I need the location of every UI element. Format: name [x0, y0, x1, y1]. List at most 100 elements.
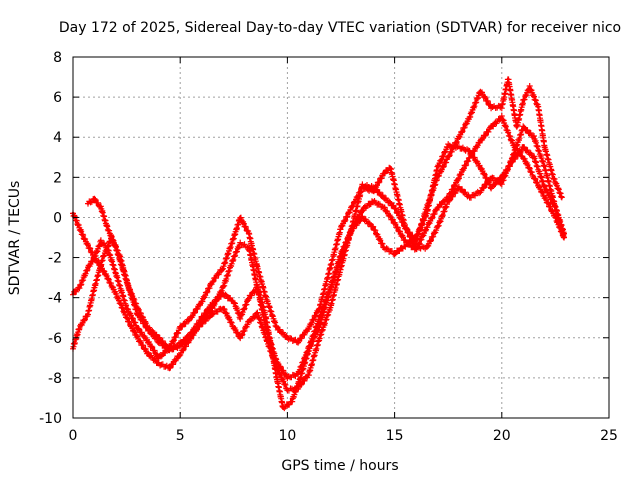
data-point — [318, 306, 322, 310]
data-point — [403, 226, 407, 229]
data-point — [157, 336, 161, 340]
data-point — [414, 246, 418, 249]
data-points — [70, 76, 567, 412]
data-point — [247, 232, 251, 235]
data-point — [350, 205, 354, 209]
data-point — [371, 226, 375, 229]
data-point — [382, 171, 386, 175]
data-point — [528, 85, 532, 89]
data-point — [457, 135, 461, 139]
data-point — [200, 322, 204, 326]
data-point — [178, 352, 182, 356]
data-point — [307, 372, 311, 376]
data-point — [521, 145, 525, 149]
data-point — [127, 286, 131, 290]
data-point — [264, 296, 268, 300]
data-point — [232, 326, 236, 330]
data-point — [178, 326, 182, 330]
data-point — [99, 205, 103, 209]
data-point — [371, 185, 375, 189]
data-point — [125, 306, 129, 310]
x-tick-label: 25 — [600, 428, 618, 444]
data-point — [103, 272, 107, 276]
data-point — [478, 165, 482, 169]
data-point — [296, 386, 300, 390]
data-point — [275, 326, 279, 330]
data-point — [296, 340, 300, 344]
data-point — [281, 406, 285, 410]
data-point — [86, 312, 90, 316]
data-point — [221, 306, 225, 310]
data-point — [536, 105, 540, 109]
data-point — [436, 205, 439, 209]
data-point — [168, 366, 171, 370]
data-point — [210, 312, 214, 316]
data-point — [189, 316, 193, 320]
data-point — [489, 185, 493, 189]
data-point — [388, 165, 392, 169]
data-point — [114, 292, 118, 296]
y-tick-label: -6 — [48, 331, 62, 347]
data-point — [255, 312, 259, 316]
data-point — [328, 266, 332, 270]
data-point — [506, 77, 510, 81]
x-tick-label: 15 — [386, 428, 404, 444]
data-point — [543, 165, 547, 169]
data-point — [543, 195, 547, 199]
data-point — [264, 316, 268, 320]
data-point — [393, 222, 397, 225]
data-point — [382, 205, 386, 209]
data-point — [511, 155, 514, 159]
data-point — [360, 207, 364, 211]
data-point — [543, 145, 547, 149]
x-tick-label: 0 — [69, 428, 78, 444]
data-point — [500, 115, 504, 119]
data-point — [135, 306, 139, 310]
data-point — [457, 175, 461, 179]
data-point — [446, 155, 450, 159]
data-point — [298, 376, 302, 380]
data-point — [500, 105, 504, 109]
data-point — [446, 143, 450, 147]
y-tick-label: -10 — [39, 411, 62, 427]
data-point — [360, 183, 364, 187]
data-point — [560, 195, 564, 199]
data-point — [339, 226, 343, 229]
data-point — [521, 99, 525, 103]
data-point — [468, 115, 472, 119]
data-point — [350, 226, 354, 229]
data-point — [543, 185, 547, 189]
data-point — [339, 266, 343, 270]
data-point — [86, 266, 90, 270]
data-point — [382, 246, 386, 249]
data-point — [275, 366, 279, 370]
data-point — [99, 240, 103, 243]
data-point — [436, 175, 439, 179]
data-point — [393, 252, 397, 255]
data-point — [478, 139, 482, 143]
data-point — [135, 326, 139, 330]
plot-frame — [72, 56, 610, 419]
data-point — [436, 165, 439, 169]
data-point — [285, 388, 289, 392]
data-point — [238, 242, 242, 245]
x-tick-label: 10 — [278, 428, 296, 444]
data-point — [168, 348, 171, 352]
data-point — [468, 149, 472, 153]
data-point — [532, 155, 536, 159]
data-point — [92, 197, 96, 201]
data-point — [382, 195, 386, 199]
y-tick-label: 0 — [53, 210, 62, 226]
data-point — [307, 348, 311, 352]
data-point — [221, 286, 225, 290]
data-point — [101, 256, 105, 260]
data-point — [210, 302, 214, 306]
axis-ticks: 0 5 10 15 20 25 -10 -8 -6 -4 -2 0 2 4 6 8 — [39, 50, 618, 444]
data-point — [468, 195, 472, 199]
data-point — [157, 356, 161, 360]
data-point — [532, 135, 536, 139]
data-point — [146, 326, 150, 330]
data-point — [500, 181, 504, 185]
data-point — [457, 185, 461, 189]
